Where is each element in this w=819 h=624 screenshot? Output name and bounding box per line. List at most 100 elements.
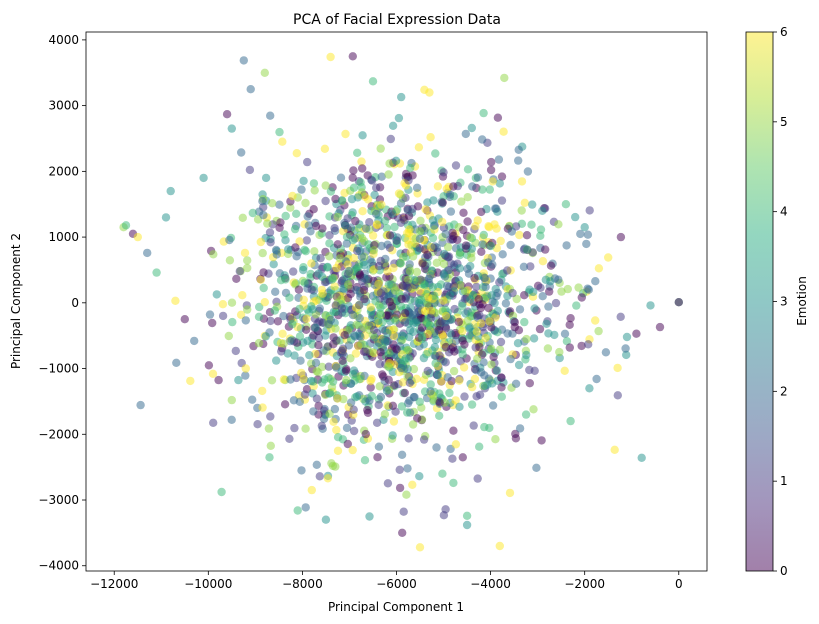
scatter-point [423,250,432,260]
scatter-point [275,223,284,232]
scatter-point [473,354,482,363]
scatter-point [318,289,327,298]
scatter-point [385,349,394,358]
scatter-point [265,453,274,462]
scatter-point [402,490,411,499]
scatter-point [342,423,352,433]
scatter-point [344,266,354,276]
scatter-point [376,256,385,266]
scatter-point [258,386,267,396]
scatter-point [470,273,479,283]
scatter-point [474,295,483,304]
scatter-point [464,323,473,333]
scatter-point [485,317,494,326]
scatter-point [353,246,362,256]
scatter-point [355,375,364,384]
scatter-point [275,127,284,137]
scatter-point [433,182,443,191]
scatter-point [428,283,438,292]
scatter-point [259,283,268,293]
scatter-point [542,319,551,328]
scatter-point [390,222,399,232]
scatter-point [326,315,336,325]
scatter-point [503,266,512,275]
scatter-point [258,197,267,206]
scatter-point [286,375,295,384]
scatter-point [445,291,455,300]
scatter-point [295,304,304,314]
x-axis: −12000 −10000 −8000 −6000 −4000 −2000 0 [90,571,683,591]
scatter-point [278,137,287,146]
scatter-point [503,329,512,338]
scatter-point [522,350,531,360]
scatter-point [511,429,520,439]
scatter-point [505,488,515,498]
scatter-point [383,328,392,338]
scatter-point [256,275,265,284]
scatter-point [433,371,443,380]
scatter-point [430,342,439,352]
scatter-point [520,291,529,300]
scatter-point [303,336,312,346]
scatter-point [301,503,310,512]
scatter-point [616,312,625,321]
scatter-point [442,281,452,290]
scatter-point [286,203,295,212]
scatter-point [121,221,131,230]
scatter-point [333,212,342,222]
scatter-point [186,376,195,386]
scatter-point [337,196,347,205]
scatter-point [403,364,412,374]
scatter-point [289,267,298,276]
scatter-point [336,173,346,182]
scatter-point [320,144,330,153]
scatter-point [295,332,305,341]
scatter-point [528,200,537,209]
scatter-point [435,411,444,420]
scatter-point [374,400,383,410]
scatter-point [467,253,476,263]
scatter-point [133,232,142,242]
scatter-point [583,230,593,239]
scatter-point [352,392,362,401]
scatter-point [358,207,367,216]
scatter-point [296,356,305,365]
scatter-point [613,391,622,400]
scatter-point [204,361,214,370]
scatter-point [348,52,357,61]
scatter-point [621,344,630,353]
scatter-point [497,392,506,401]
scatter-point [384,280,394,289]
scatter-point [307,376,316,386]
scatter-point [514,360,524,370]
scatter-point [439,192,448,201]
scatter-point [554,220,563,229]
scatter-point [415,234,425,243]
scatter-point [357,157,366,166]
scatter-point [478,240,487,249]
scatter-point [272,356,281,365]
scatter-point [171,296,180,305]
scatter-point [323,474,333,483]
scatter-point [459,363,469,372]
colorbar [746,32,773,571]
scatter-point [674,298,683,307]
scatter-point [622,332,632,342]
scatter-point [377,172,386,181]
scatter-point [343,439,352,449]
scatter-point [294,285,304,294]
scatter-point [280,230,289,239]
scatter-point [632,329,641,338]
scatter-point [342,375,351,385]
scatter-point [455,376,464,385]
scatter-point [341,366,351,375]
scatter-point [190,336,199,346]
scatter-point [388,431,397,440]
scatter-point [295,237,304,246]
scatter-point [391,286,400,295]
x-axis-label: Principal Component 1 [328,600,464,614]
scatter-point [397,363,406,373]
scatter-point [514,156,523,165]
scatter-point [362,224,371,233]
scatter-point [566,416,575,426]
